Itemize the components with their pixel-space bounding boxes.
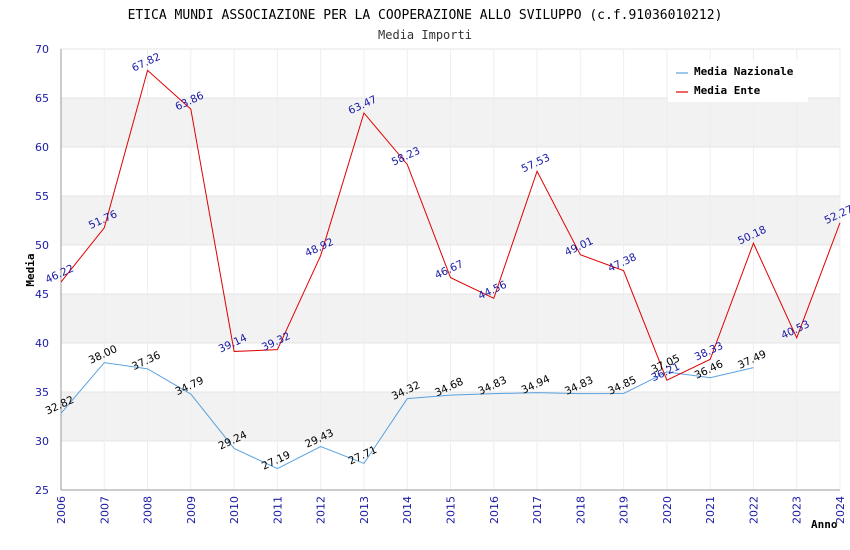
x-tick-label: 2010 <box>228 496 241 524</box>
data-label: 57.53 <box>520 152 552 176</box>
x-tick-label: 2021 <box>704 496 717 524</box>
data-label: 46.67 <box>433 258 465 282</box>
axes <box>60 49 840 491</box>
x-tick-label: 2013 <box>358 496 371 524</box>
x-tick-label: 2015 <box>445 496 458 524</box>
x-tick-label: 2016 <box>488 496 501 524</box>
data-label: 38.00 <box>87 343 119 367</box>
data-label: 37.36 <box>130 349 163 373</box>
y-tick-label: 25 <box>35 484 49 497</box>
legend-box <box>668 60 808 102</box>
x-tick-label: 2024 <box>834 496 847 524</box>
legend-label-nazionale: Media Nazionale <box>694 65 794 78</box>
x-tick-label: 2023 <box>791 496 804 524</box>
y-tick-label: 50 <box>35 239 49 252</box>
y-tick-labels: 25 30 35 40 45 50 55 60 65 70 <box>35 43 49 497</box>
y-tick-label: 45 <box>35 288 49 301</box>
y-tick-label: 65 <box>35 92 49 105</box>
x-tick-label: 2009 <box>185 496 198 524</box>
data-label: 47.38 <box>606 251 638 275</box>
y-tick-label: 35 <box>35 386 49 399</box>
x-tick-label: 2014 <box>401 496 414 524</box>
x-tick-label: 2006 <box>55 496 68 524</box>
chart-subtitle: Media Importi <box>378 28 472 42</box>
y-tick-label: 40 <box>35 337 49 350</box>
series-line-nazionale <box>60 362 754 470</box>
data-label: 27.71 <box>347 444 379 468</box>
x-axis-title: Anno <box>811 518 838 531</box>
y-tick-label: 70 <box>35 43 49 56</box>
data-label: 46.22 <box>44 263 76 287</box>
data-label: 58.23 <box>390 145 422 169</box>
x-tick-label: 2022 <box>747 496 760 524</box>
chart-title: ETICA MUNDI ASSOCIAZIONE PER LA COOPERAZ… <box>128 8 723 23</box>
legend-label-ente: Media Ente <box>694 84 761 97</box>
series-lines <box>60 69 841 470</box>
x-tick-label: 2020 <box>661 496 674 524</box>
data-label: 27.19 <box>260 449 292 473</box>
x-tick-label: 2019 <box>618 496 631 524</box>
y-axis-title: Media <box>24 253 37 286</box>
x-tick-label: 2018 <box>574 496 587 524</box>
legend: Media Nazionale Media Ente <box>668 60 808 102</box>
x-tick-label: 2017 <box>531 496 544 524</box>
y-tick-label: 60 <box>35 141 49 154</box>
y-tick-label: 30 <box>35 435 49 448</box>
x-tick-label: 2007 <box>98 496 111 524</box>
y-tick-label: 55 <box>35 190 49 203</box>
x-tick-labels: 2006 2007 2008 2009 2010 2011 2012 2013 2014 2015… <box>55 496 847 524</box>
x-tick-label: 2011 <box>271 496 284 524</box>
x-tick-label: 2012 <box>315 496 328 524</box>
x-tick-label: 2008 <box>142 496 155 524</box>
series-line-ente <box>60 69 841 381</box>
data-label: 67.82 <box>130 51 162 75</box>
